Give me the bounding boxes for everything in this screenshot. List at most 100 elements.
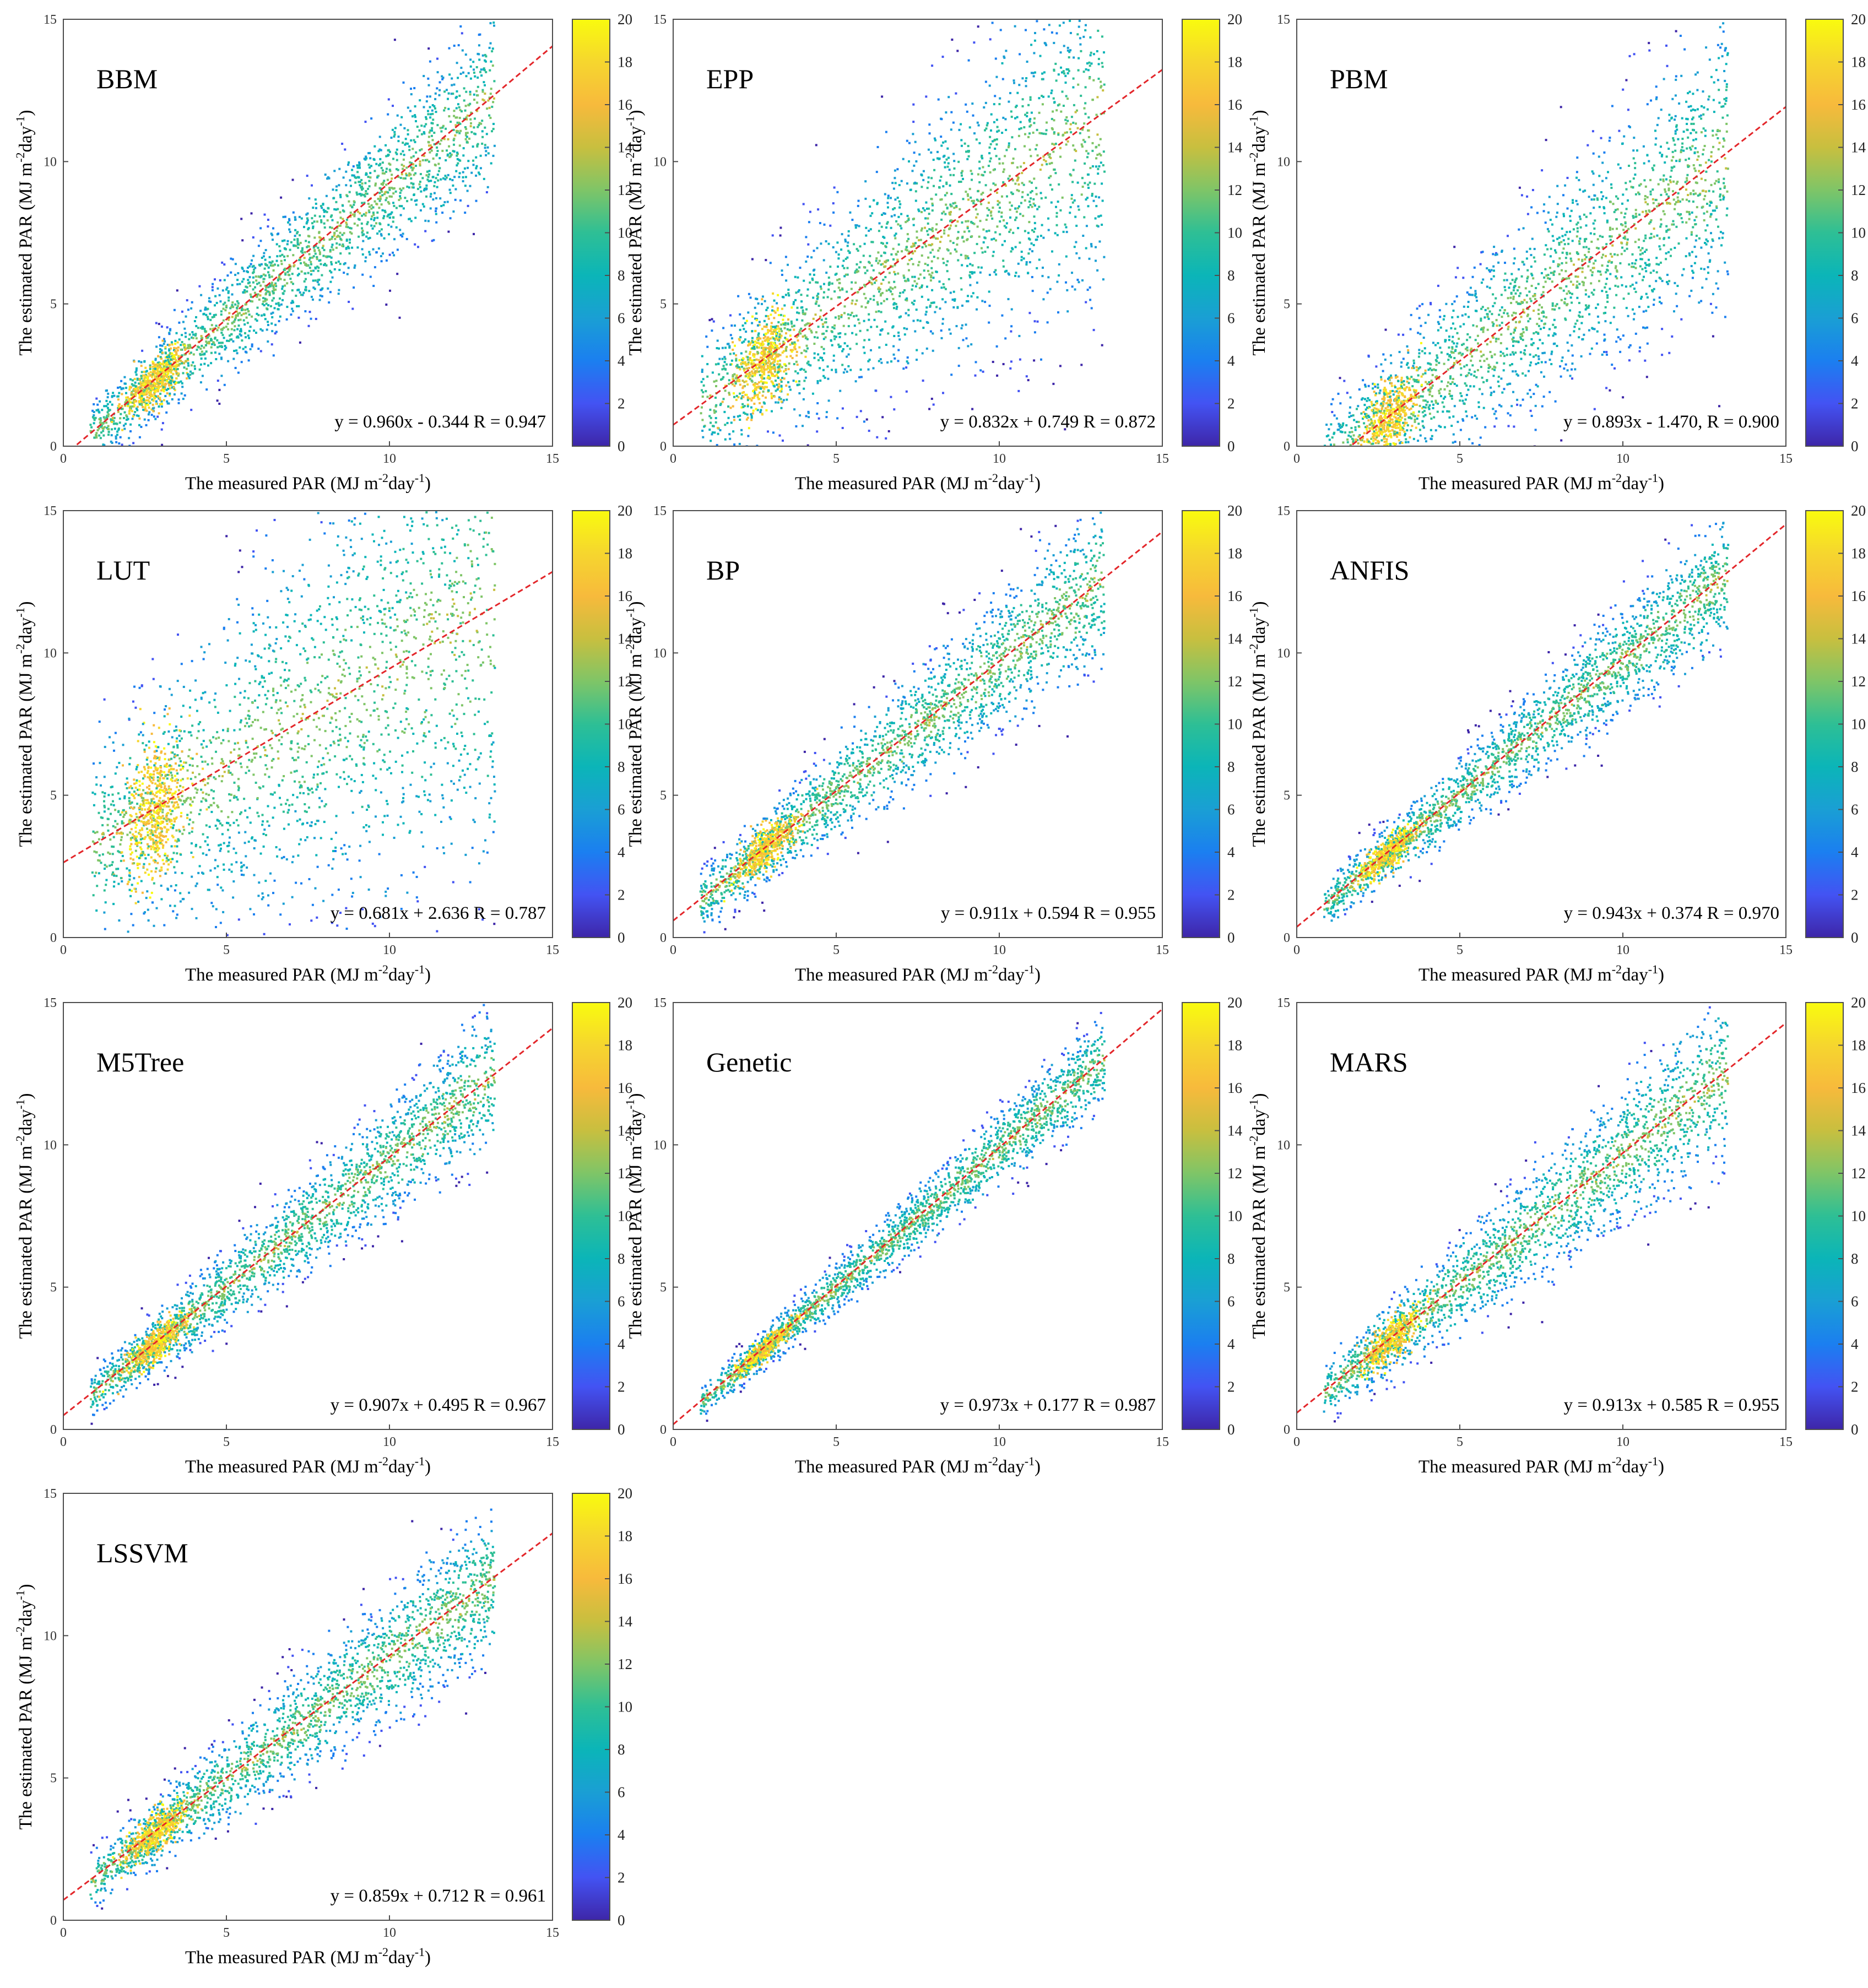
x-axis-label: The measured PAR (MJ m-2day-1) bbox=[1418, 962, 1664, 985]
colorbar-tick-label: 8 bbox=[1851, 267, 1859, 284]
colorbar-tick-label: 8 bbox=[1851, 759, 1859, 775]
colorbar-tick-label: 20 bbox=[618, 11, 632, 28]
x-tick-label: 5 bbox=[833, 943, 840, 957]
y-tick-label: 5 bbox=[660, 297, 667, 312]
colorbar-tick-label: 10 bbox=[618, 1208, 632, 1225]
y-tick-label: 5 bbox=[1284, 789, 1290, 803]
x-axis-label: The measured PAR (MJ m-2day-1) bbox=[795, 962, 1041, 985]
y-axis-label: The estimated PAR (MJ m-2day-1) bbox=[1247, 1093, 1269, 1339]
y-tick-label: 0 bbox=[1284, 931, 1290, 945]
colorbar-tick-label: 0 bbox=[1851, 438, 1859, 454]
colorbar-tick-label: 8 bbox=[1227, 1250, 1235, 1267]
colorbar-tick-label: 10 bbox=[1851, 225, 1866, 241]
y-tick-label: 10 bbox=[44, 1138, 57, 1152]
y-axis-label: The estimated PAR (MJ m-2day-1) bbox=[13, 1093, 36, 1339]
axes-frame bbox=[673, 510, 1163, 938]
colorbar-tick-label: 12 bbox=[618, 182, 632, 198]
scatter-panel-mars: 0 5 10 15 0 5 10 15 MARS y = 0.913x + 0.585 R = 0… bbox=[1247, 994, 1866, 1477]
colorbar-tick-label: 6 bbox=[618, 1784, 625, 1801]
colorbar-tick-label: 14 bbox=[1851, 139, 1866, 156]
x-tick-label: 15 bbox=[546, 452, 559, 466]
panel-label: BBM bbox=[96, 63, 158, 94]
y-tick-label: 10 bbox=[1277, 646, 1290, 660]
scatter-panel-genetic: 0 5 10 15 0 5 10 15 Genetic y = 0.973x + 0.177 R … bbox=[623, 994, 1243, 1477]
scatter-points bbox=[90, 1004, 496, 1425]
x-tick-label: 15 bbox=[546, 943, 559, 957]
x-tick-label: 5 bbox=[223, 452, 230, 466]
axes-frame bbox=[673, 19, 1163, 447]
x-tick-label: 10 bbox=[1616, 943, 1629, 957]
colorbar-tick-label: 18 bbox=[1227, 54, 1242, 71]
x-tick-label: 10 bbox=[383, 1926, 396, 1940]
colorbar-tick-label: 14 bbox=[618, 1613, 633, 1630]
x-tick-label: 0 bbox=[60, 1435, 67, 1449]
colorbar-tick-label: 16 bbox=[618, 1570, 632, 1587]
y-tick-label: 15 bbox=[44, 996, 57, 1010]
x-tick-label: 10 bbox=[993, 452, 1006, 466]
colorbar-tick-label: 6 bbox=[1227, 801, 1235, 818]
colorbar-tick-label: 6 bbox=[618, 801, 625, 818]
colorbar-tick-label: 2 bbox=[1227, 1379, 1235, 1395]
x-tick-label: 10 bbox=[383, 1435, 396, 1449]
colorbar-gradient bbox=[572, 1493, 610, 1921]
colorbar-tick-label: 16 bbox=[1851, 1080, 1866, 1096]
y-tick-label: 0 bbox=[660, 931, 667, 945]
colorbar-tick-label: 14 bbox=[618, 631, 633, 647]
y-axis-label: The estimated PAR (MJ m-2day-1) bbox=[1247, 601, 1269, 847]
colorbar-tick-label: 16 bbox=[1227, 588, 1242, 604]
colorbar-tick-label: 0 bbox=[618, 1421, 625, 1438]
fit-equation: y = 0.913x + 0.585 R = 0.955 bbox=[1564, 1395, 1779, 1415]
colorbar: 0 2 4 6 8 10 12 14 16 18 20 bbox=[1805, 994, 1866, 1438]
colorbar-tick-label: 12 bbox=[1851, 673, 1866, 690]
panel-label: BP bbox=[706, 555, 740, 586]
y-tick-label: 10 bbox=[44, 1629, 57, 1643]
colorbar-tick-label: 2 bbox=[618, 1379, 625, 1395]
panel-label: PBM bbox=[1330, 63, 1388, 94]
y-tick-label: 5 bbox=[660, 1281, 667, 1295]
x-tick-label: 10 bbox=[1616, 452, 1629, 466]
colorbar-tick-label: 4 bbox=[1227, 353, 1235, 369]
colorbar-tick-label: 12 bbox=[1851, 1165, 1866, 1182]
fit-equation: y = 0.973x + 0.177 R = 0.987 bbox=[940, 1395, 1156, 1415]
x-tick-label: 10 bbox=[993, 1435, 1006, 1449]
fit-equation: y = 0.943x + 0.374 R = 0.970 bbox=[1564, 903, 1779, 923]
colorbar: 0 2 4 6 8 10 12 14 16 18 20 bbox=[1182, 502, 1243, 946]
colorbar: 0 2 4 6 8 10 12 14 16 18 20 bbox=[572, 502, 633, 946]
colorbar-tick-label: 16 bbox=[618, 1080, 632, 1096]
colorbar-tick-label: 18 bbox=[1851, 545, 1866, 562]
axes-frame bbox=[1296, 19, 1786, 447]
x-tick-label: 15 bbox=[1779, 943, 1793, 957]
colorbar-tick-label: 2 bbox=[618, 396, 625, 412]
x-axis-label: The measured PAR (MJ m-2day-1) bbox=[185, 1454, 431, 1477]
colorbar-tick-label: 12 bbox=[1227, 182, 1242, 198]
x-tick-label: 0 bbox=[60, 452, 67, 466]
colorbar-tick-label: 8 bbox=[618, 1250, 625, 1267]
scatter-points bbox=[700, 19, 1106, 446]
y-tick-label: 10 bbox=[44, 155, 57, 169]
scatter-panel-anfis: 0 5 10 15 0 5 10 15 ANFIS y = 0.943x + 0.374 R = … bbox=[1247, 502, 1866, 985]
colorbar-tick-label: 18 bbox=[1227, 545, 1242, 562]
colorbar-tick-label: 6 bbox=[618, 1293, 625, 1310]
scatter-points bbox=[1323, 522, 1730, 922]
x-tick-label: 15 bbox=[1156, 943, 1169, 957]
colorbar-tick-label: 16 bbox=[618, 588, 632, 604]
colorbar-tick-label: 12 bbox=[618, 673, 632, 690]
colorbar-tick-label: 0 bbox=[618, 438, 625, 454]
x-tick-label: 0 bbox=[1293, 943, 1300, 957]
colorbar-tick-label: 6 bbox=[1851, 1293, 1859, 1310]
fit-equation: y = 0.907x + 0.495 R = 0.967 bbox=[331, 1395, 546, 1415]
x-tick-label: 15 bbox=[1156, 1435, 1169, 1449]
fit-equation: y = 0.681x + 2.636 R = 0.787 bbox=[331, 903, 546, 923]
x-tick-label: 5 bbox=[223, 1926, 230, 1940]
fit-line bbox=[63, 1027, 553, 1416]
y-axis-label: The estimated PAR (MJ m-2day-1) bbox=[623, 601, 646, 847]
scatter-panel-pbm: 0 5 10 15 0 5 10 15 PBM y = 0.893x - 1.470, R = 0… bbox=[1247, 11, 1866, 494]
colorbar: 0 2 4 6 8 10 12 14 16 18 20 bbox=[1805, 11, 1866, 454]
fit-line bbox=[63, 1532, 553, 1901]
scatter-panel-epp: 0 5 10 15 0 5 10 15 EPP y = 0.832x + 0.749 R = 0.… bbox=[623, 11, 1243, 494]
colorbar-tick-label: 0 bbox=[1227, 1421, 1235, 1438]
y-axis-label: The estimated PAR (MJ m-2day-1) bbox=[13, 110, 36, 355]
colorbar-gradient bbox=[1182, 510, 1220, 938]
colorbar-tick-label: 10 bbox=[1851, 716, 1866, 733]
